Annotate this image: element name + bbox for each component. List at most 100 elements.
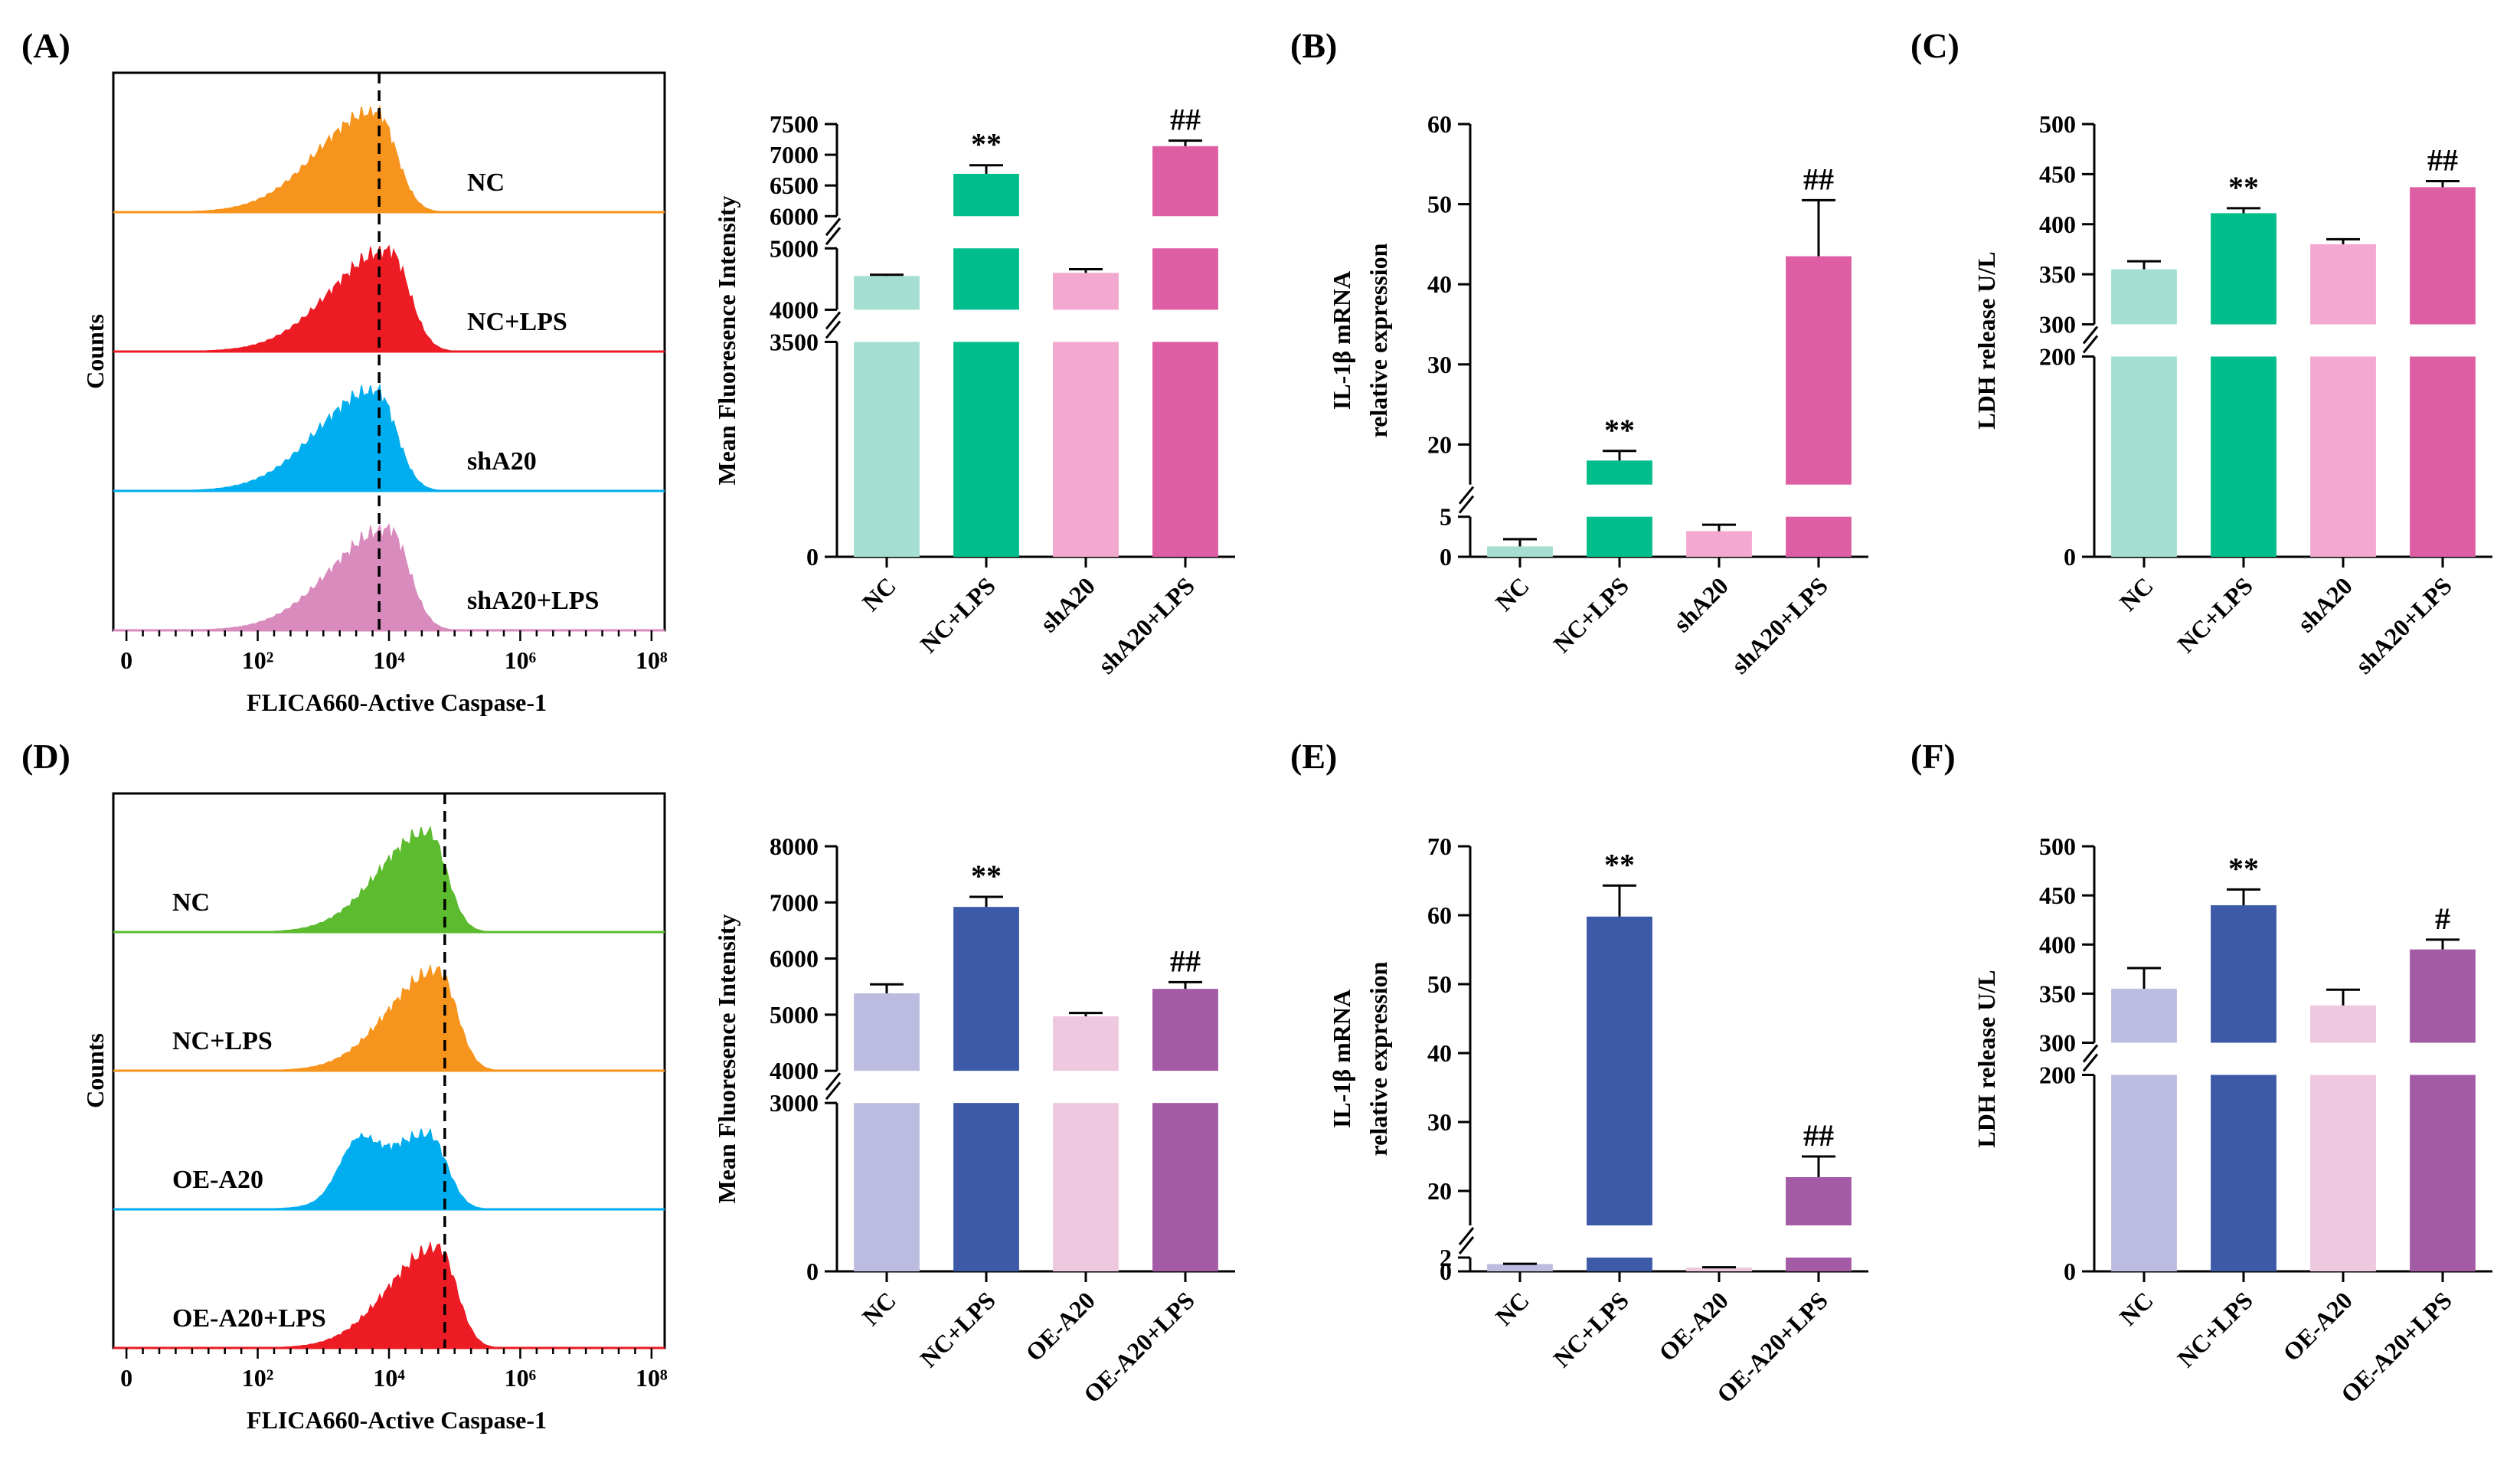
panel-label: (D)	[21, 737, 70, 776]
x-tick-label: 10⁶	[505, 1364, 537, 1392]
y-axis-label: Counts	[81, 1033, 109, 1108]
bar-shA20+LPS	[1786, 256, 1852, 485]
y-tick-label: 300	[2039, 1029, 2076, 1057]
x-tick-label: shA20+LPS	[1093, 571, 1200, 679]
axis-break-mark	[825, 227, 842, 246]
panel-label: (B)	[1290, 26, 1337, 65]
significance-mark: **	[1604, 847, 1635, 882]
y-tick-label: 70	[1427, 833, 1452, 860]
bar-NC+LPS	[953, 342, 1019, 557]
y-tick-label: 60	[1427, 901, 1452, 929]
x-tick-label: NC	[857, 571, 901, 616]
bar-shA20	[1686, 531, 1752, 557]
significance-mark: **	[1604, 413, 1635, 447]
panel-label: (A)	[21, 26, 70, 65]
bar-OE-A20	[2310, 1005, 2376, 1043]
bar-chart-A-1: 0 3500 4000 5000 6000 6500 7000 7500 NC ** NC+LPS s…	[713, 103, 1235, 679]
y-axis-label: Mean Fluoresence Intensity	[713, 914, 740, 1203]
series-label: NC+LPS	[467, 308, 567, 336]
bar-NC	[2111, 988, 2177, 1043]
x-tick-label: NC+LPS	[1548, 571, 1634, 658]
y-tick-label: 0	[1440, 1258, 1452, 1285]
significance-mark: **	[2228, 170, 2259, 204]
series-label: shA20	[467, 447, 537, 476]
y-axis-label: IL-1β mRNA	[1328, 271, 1355, 410]
panel-label: (C)	[1910, 26, 1959, 65]
significance-mark: ##	[1803, 162, 1834, 196]
y-tick-label: 200	[2039, 343, 2076, 371]
bar-OE-A20	[1053, 1103, 1119, 1271]
y-tick-label: 40	[1427, 270, 1452, 298]
x-tick-label: NC+LPS	[914, 1286, 1001, 1372]
y-axis-label: Mean Fluoresence Intensity	[713, 195, 740, 485]
axis-break-mark	[825, 1081, 842, 1101]
axis-break-mark	[1458, 495, 1475, 514]
histogram-NC+LPS	[113, 244, 665, 352]
axis-break-mark	[2082, 325, 2099, 345]
significance-mark: ##	[1803, 1118, 1834, 1153]
x-tick-label: shA20+LPS	[1726, 571, 1833, 679]
x-axis-label: FLICA660-Active Caspase-1	[247, 689, 547, 716]
y-tick-label: 60	[1427, 110, 1452, 138]
bar-chart-B-2: 0 5 20 30 40 50 60 NC ** NC+LPS shA20 ## shA20+LPS IL…	[1328, 110, 1868, 679]
panel-label: (F)	[1910, 737, 1956, 776]
axis-break-mark	[1458, 486, 1475, 505]
y-tick-label: 400	[2039, 211, 2076, 238]
bar-NC	[854, 342, 920, 557]
bar-OE-A20+LPS	[1786, 1258, 1852, 1271]
bar-chart-D-5: 0 3000 4000 5000 6000 7000 8000 NC ** NC+LPS OE-A2…	[713, 833, 1235, 1408]
y-tick-label: 350	[2039, 260, 2076, 288]
bar-NC+LPS	[1587, 916, 1652, 1225]
y-tick-label: 300	[2039, 311, 2076, 339]
axis-break-mark	[2082, 335, 2099, 354]
bar-NC+LPS	[2211, 905, 2276, 1043]
y-tick-label: 50	[1427, 191, 1452, 218]
bar-OE-A20+LPS	[1786, 1177, 1852, 1225]
y-tick-label: 7500	[770, 110, 819, 138]
y-tick-label: 7000	[770, 141, 819, 168]
x-tick-label: OE-A20	[2277, 1286, 2358, 1366]
bar-NC	[1487, 1264, 1553, 1271]
bar-NC+LPS	[2211, 1075, 2276, 1271]
x-tick-label: 10⁴	[373, 646, 405, 674]
x-tick-label: 10⁸	[636, 646, 668, 674]
y-tick-label: 5000	[770, 234, 819, 262]
y-tick-label: 30	[1427, 351, 1452, 378]
x-tick-label: NC	[1490, 1286, 1535, 1330]
y-tick-label: 6500	[770, 172, 819, 199]
bar-OE-A20	[1686, 1268, 1752, 1271]
bar-OE-A20+LPS	[1152, 989, 1218, 1071]
y-tick-label: 450	[2039, 160, 2076, 188]
x-tick-label: 10⁸	[636, 1364, 668, 1392]
y-tick-label: 0	[1440, 543, 1452, 571]
x-tick-label: 10⁶	[505, 646, 537, 674]
bar-shA20+LPS	[1152, 146, 1218, 217]
y-tick-label: 8000	[770, 833, 819, 860]
panel-label: (E)	[1290, 737, 1337, 776]
x-axis-label: FLICA660-Active Caspase-1	[247, 1406, 547, 1434]
x-tick-label: NC	[2114, 1286, 2159, 1330]
x-tick-label: NC+LPS	[2172, 571, 2258, 658]
bar-chart-C-3: 0 200 300 350 400 450 500 NC ** NC+LPS shA20 ## shA2…	[1973, 110, 2492, 679]
x-tick-label: NC+LPS	[1548, 1286, 1634, 1372]
bar-shA20+LPS	[1152, 248, 1218, 310]
significance-mark: **	[971, 127, 1002, 162]
significance-mark: ##	[2427, 143, 2458, 178]
series-label: OE-A20+LPS	[172, 1304, 326, 1333]
bar-shA20	[1053, 273, 1119, 310]
bar-NC+LPS	[953, 173, 1019, 217]
bar-OE-A20	[1053, 1016, 1119, 1071]
y-tick-label: 20	[1427, 430, 1452, 458]
bar-NC	[2111, 356, 2177, 557]
series-label: NC	[467, 168, 505, 197]
y-tick-label: 3500	[770, 328, 819, 355]
y-tick-label: 4000	[770, 296, 819, 323]
bar-NC+LPS	[1587, 516, 1652, 557]
x-tick-label: shA20	[2292, 571, 2358, 637]
x-tick-label: shA20	[1668, 571, 1734, 637]
x-tick-label: NC	[857, 1286, 901, 1330]
x-tick-label: 10²	[242, 1364, 274, 1392]
bar-NC+LPS	[1587, 1258, 1652, 1271]
